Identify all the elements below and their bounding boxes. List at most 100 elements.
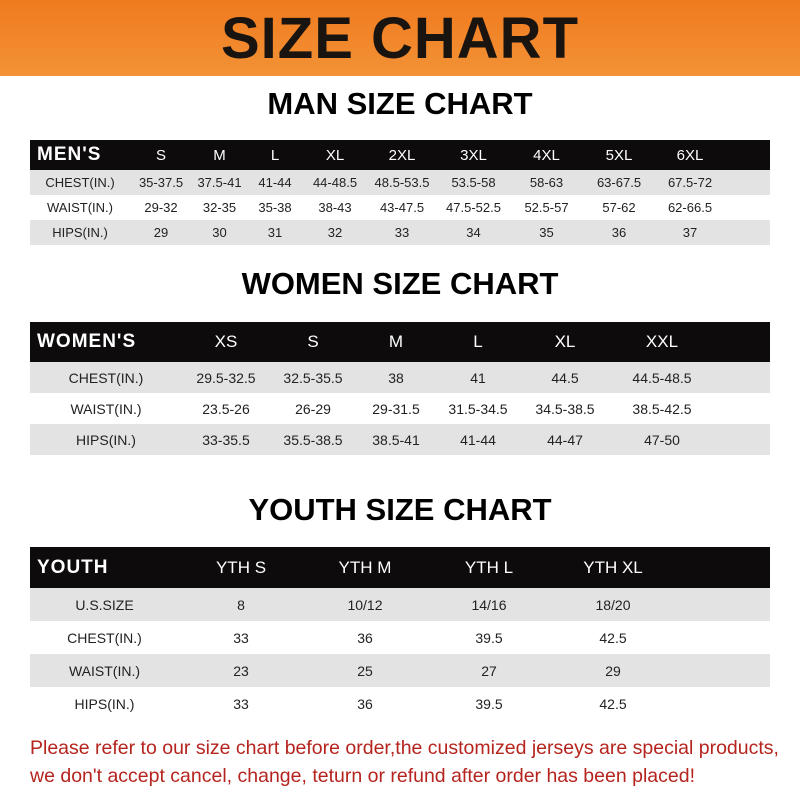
row-label: U.S.SIZE — [75, 596, 134, 613]
table-cell: 39.5 — [475, 695, 503, 712]
men-chart-title: MAN SIZE CHART — [267, 86, 533, 121]
table-cell: M — [388, 332, 404, 351]
table-cell: XL — [325, 146, 345, 164]
table-cell: 47.5-52.5 — [446, 200, 501, 215]
row-label: WAIST(IN.) — [68, 662, 141, 679]
table-cell: 33 — [394, 225, 410, 240]
table-cell: 31.5-34.5 — [448, 400, 508, 417]
table-cell: 31 — [267, 225, 283, 240]
banner-title: SIZE CHART — [221, 5, 579, 71]
table-header-row: MEN'S S M L XL 2XL 3XL 4XL 5XL 6XL — [30, 140, 770, 170]
table-cell: 2XL — [388, 146, 416, 164]
table-cell: 38.5-42.5 — [632, 400, 692, 417]
row-label: WAIST(IN.) — [47, 200, 113, 215]
table-cell: 29.5-32.5 — [196, 369, 256, 386]
table-cell: 29 — [605, 662, 621, 679]
table-cell: XL — [554, 332, 576, 351]
women-size-table: WOMEN'S XS S M L XL XXL CHEST(IN.) 29.5-32.5 32.5… — [30, 322, 770, 455]
row-label: WOMEN'S — [37, 331, 137, 352]
table-cell: YTH XL — [583, 557, 643, 577]
table-row: WAIST(IN.) 29-32 32-35 35-38 38-43 43-47.5 47.… — [30, 195, 770, 220]
table-cell: 33 — [233, 629, 249, 646]
table-row: CHEST(IN.) 29.5-32.5 32.5-35.5 38 41 44.5 44.5… — [30, 362, 770, 393]
table-cell: 42.5 — [599, 629, 627, 646]
table-cell: L — [473, 332, 483, 351]
row-label: HIPS(IN.) — [52, 225, 108, 240]
table-cell: 41-44 — [258, 175, 292, 190]
youth-size-table: YOUTH YTH S YTH M YTH L YTH XL U.S.SIZE 8 10/12… — [30, 547, 770, 720]
table-row: WAIST(IN.) 23 25 27 29 — [30, 654, 770, 687]
table-cell: 35.5-38.5 — [283, 431, 343, 448]
table-cell: M — [213, 146, 226, 164]
table-header-row: YOUTH YTH S YTH M YTH L YTH XL — [30, 547, 770, 588]
men-size-table: MEN'S S M L XL 2XL 3XL 4XL 5XL 6XL CHEST(IN.) 35-37… — [30, 140, 770, 245]
table-cell: YTH L — [464, 557, 514, 577]
table-cell: 36 — [611, 225, 627, 240]
table-cell: 5XL — [605, 146, 633, 164]
row-label: CHEST(IN.) — [68, 369, 144, 386]
table-cell: 47-50 — [644, 431, 680, 448]
table-cell: 35-38 — [258, 200, 292, 215]
table-cell: 42.5 — [599, 695, 627, 712]
table-cell: 38.5-41 — [372, 431, 420, 448]
table-cell: 14/16 — [471, 596, 507, 613]
table-cell: 23 — [233, 662, 249, 679]
table-cell: 6XL — [676, 146, 704, 164]
table-cell: 62-66.5 — [667, 200, 713, 215]
table-cell: 18/20 — [595, 596, 631, 613]
table-cell: 8 — [237, 596, 245, 613]
table-cell: XS — [214, 332, 238, 351]
table-cell: 35 — [539, 225, 554, 240]
table-cell: YTH S — [215, 557, 267, 577]
table-cell: 33 — [233, 695, 249, 712]
table-cell: 44-47 — [547, 431, 583, 448]
table-cell: 58-63 — [529, 175, 564, 190]
table-cell: 67.5-72 — [667, 175, 713, 190]
table-cell: 32 — [327, 225, 343, 240]
table-row: HIPS(IN.) 33-35.5 35.5-38.5 38.5-41 41-44 44-… — [30, 424, 770, 455]
row-label: CHEST(IN.) — [45, 175, 115, 190]
order-notice: Please refer to our size chart before or… — [30, 734, 790, 790]
table-cell: 38 — [388, 369, 404, 386]
table-row: WAIST(IN.) 23.5-26 26-29 29-31.5 31.5-34.5 34… — [30, 393, 770, 424]
table-cell: 44.5 — [551, 369, 579, 386]
table-cell: 37.5-41 — [197, 175, 242, 190]
table-cell: 30 — [212, 225, 227, 240]
row-label: WAIST(IN.) — [70, 400, 142, 417]
table-cell: 35-37.5 — [138, 175, 184, 190]
table-cell: 27 — [481, 662, 497, 679]
table-cell: 53.5-58 — [451, 175, 496, 190]
table-cell: 25 — [357, 662, 373, 679]
youth-chart-title: YOUTH SIZE CHART — [248, 492, 552, 527]
table-cell: 57-62 — [602, 200, 636, 215]
table-cell: 29-32 — [144, 200, 178, 215]
table-cell: 39.5 — [475, 629, 503, 646]
table-cell: 32.5-35.5 — [283, 369, 343, 386]
table-cell: 36 — [357, 695, 373, 712]
table-row: HIPS(IN.) 29 30 31 32 33 34 35 36 37 — [30, 220, 770, 245]
table-cell: 34.5-38.5 — [535, 400, 595, 417]
table-cell: 4XL — [533, 146, 560, 164]
row-label: HIPS(IN.) — [74, 695, 135, 712]
table-cell: 63-67.5 — [596, 175, 642, 190]
row-label: MEN'S — [37, 144, 102, 165]
table-cell: 34 — [466, 225, 481, 240]
table-cell: 41-44 — [460, 431, 496, 448]
table-cell: S — [307, 332, 319, 351]
table-cell: 38-43 — [318, 200, 352, 215]
table-cell: XXL — [645, 332, 679, 351]
table-row: CHEST(IN.) 33 36 39.5 42.5 — [30, 621, 770, 654]
table-cell: 32-35 — [202, 200, 237, 215]
table-cell: 33-35.5 — [202, 431, 250, 448]
row-label: YOUTH — [37, 556, 109, 578]
table-cell: YTH M — [338, 557, 392, 577]
table-cell: 29 — [153, 225, 169, 240]
table-cell: 43-47.5 — [379, 200, 425, 215]
table-cell: S — [155, 146, 166, 164]
table-cell: 3XL — [460, 146, 487, 164]
table-cell: 37 — [682, 225, 698, 240]
table-cell: 48.5-53.5 — [374, 175, 430, 190]
table-cell: 41 — [470, 369, 486, 386]
table-cell: L — [270, 146, 280, 164]
table-cell: 26-29 — [295, 400, 331, 417]
